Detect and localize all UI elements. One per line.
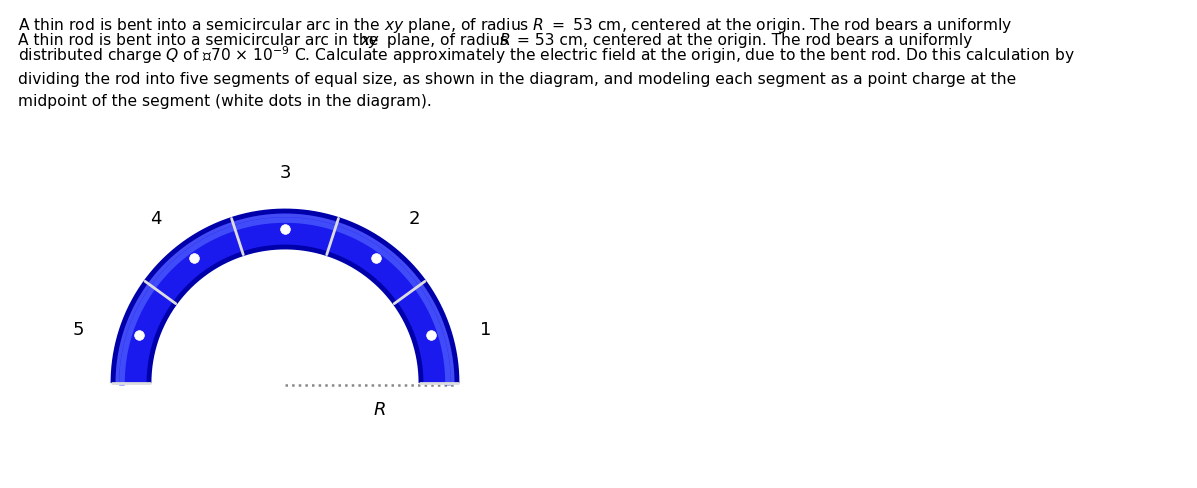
Text: xy: xy	[360, 33, 378, 48]
Text: plane, of radius: plane, of radius	[382, 33, 512, 48]
Text: = 53 cm, centered at the origin. The rod bears a uniformly: = 53 cm, centered at the origin. The rod…	[512, 33, 972, 48]
Text: $R$: $R$	[373, 401, 385, 419]
Text: 3: 3	[279, 164, 291, 182]
Text: R: R	[500, 33, 511, 48]
Text: 4: 4	[150, 210, 162, 228]
Text: 1: 1	[480, 321, 492, 339]
Text: 5: 5	[73, 321, 84, 339]
Text: A thin rod is bent into a semicircular arc in the: A thin rod is bent into a semicircular a…	[18, 33, 383, 48]
Text: A thin rod is bent into a semicircular arc in the $xy$ plane, of radius $R\ =\ 5: A thin rod is bent into a semicircular a…	[18, 16, 1075, 109]
Text: 2: 2	[408, 210, 420, 228]
Polygon shape	[113, 211, 457, 383]
